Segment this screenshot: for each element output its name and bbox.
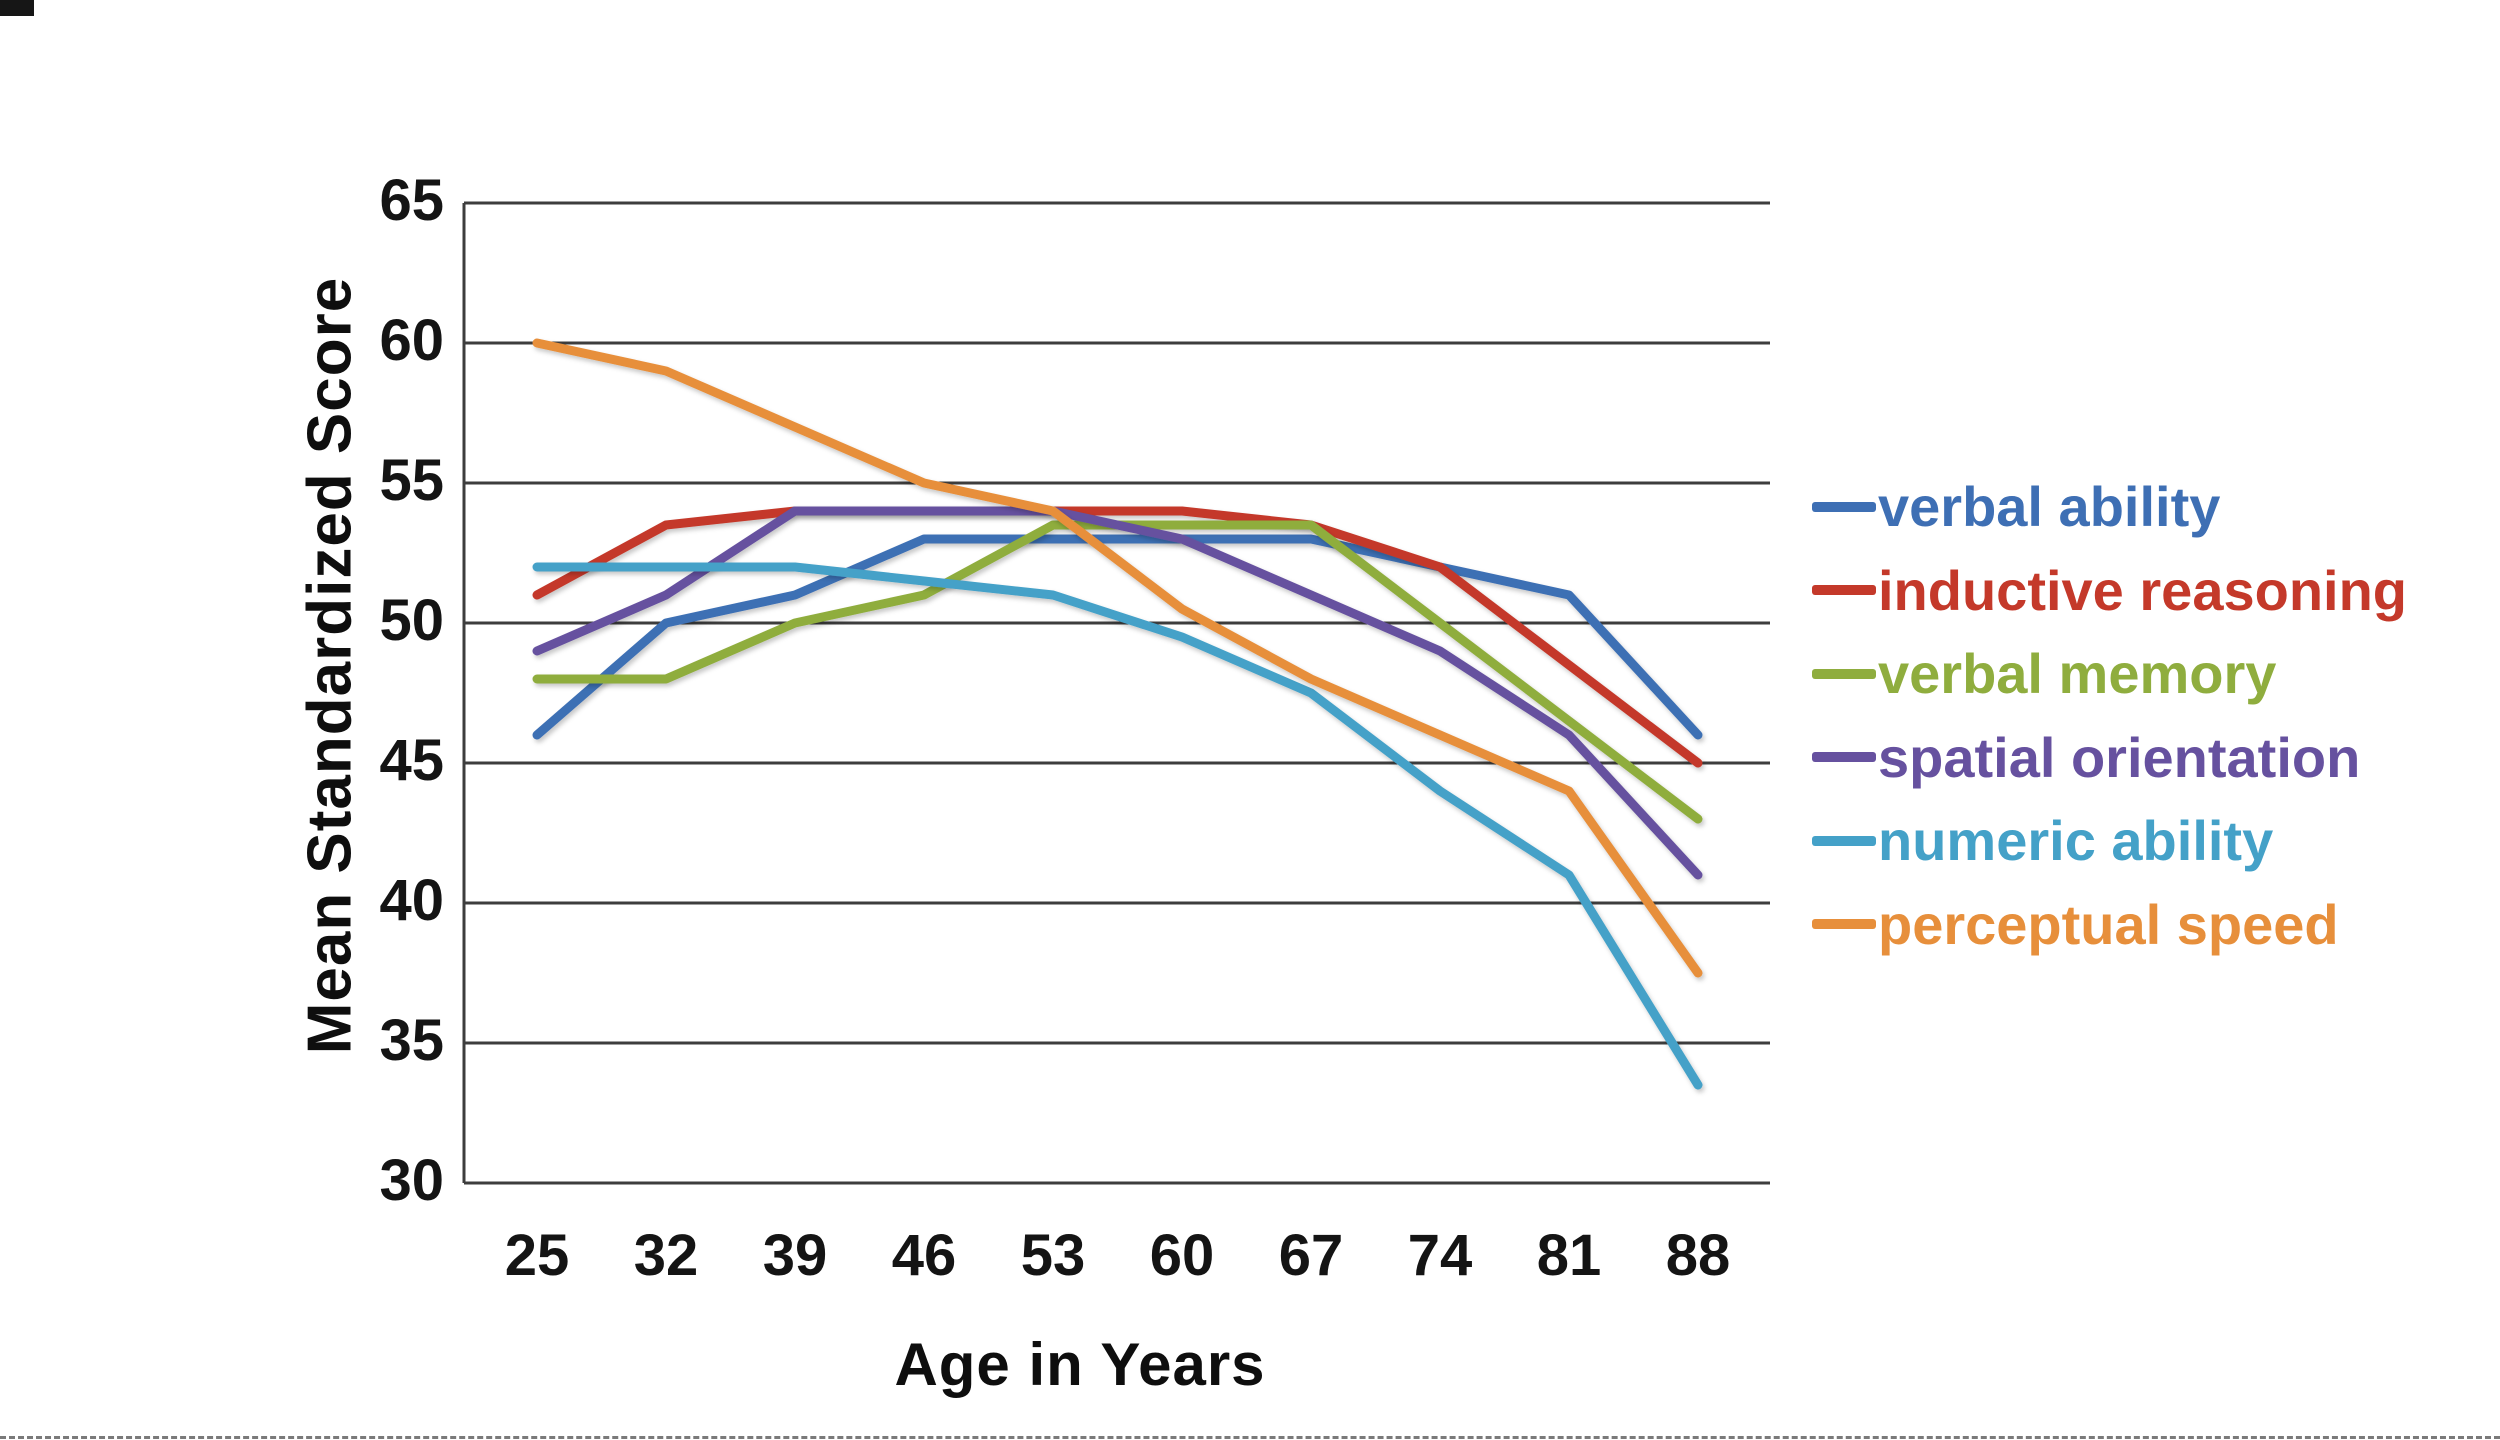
legend-line-swatch [1812,835,1876,846]
x-tick-label: 60 [1149,1223,1215,1288]
series-line-spatial-orientation [532,506,1703,880]
legend-item-verbal-ability: verbal ability [1812,474,2220,539]
x-tick-label: 25 [504,1223,570,1288]
series-line-inductive-reasoning [532,506,1703,768]
x-tick-label: 46 [891,1223,957,1288]
legend-line-swatch [1812,919,1876,929]
legend-label: verbal memory [1878,642,2277,705]
legend-label: perceptual speed [1878,892,2339,956]
legend-item-spatial-orientation: spatial orientation [1812,725,2360,790]
y-tick-label: 30 [379,1148,444,1213]
y-axis-title: Mean Standardized Score [295,276,365,1055]
y-tick-label: 35 [379,1008,444,1073]
x-tick-label: 81 [1536,1223,1602,1288]
x-tick-label: 67 [1278,1223,1344,1288]
series-line-verbal-ability [532,534,1703,740]
series-line-numeric-ability [532,562,1703,1090]
series-line-perceptual-speed [532,338,1703,978]
x-tick-label: 88 [1665,1223,1731,1288]
legend-item-inductive-reasoning: inductive reasoning [1812,558,2407,623]
legend-label: numeric ability [1878,809,2274,872]
bottom-border-artifact [0,1436,2500,1439]
y-tick-label: 65 [379,168,444,233]
legend-label: verbal ability [1878,475,2221,538]
legend-line-swatch [1812,752,1876,762]
legend-item-numeric-ability: numeric ability [1812,808,2273,873]
y-tick-label: 60 [379,308,444,373]
legend-label: spatial orientation [1878,725,2361,789]
x-tick-label: 32 [633,1223,699,1288]
legend-label: inductive reasoning [1878,558,2407,622]
x-axis-title: Age in Years [894,1331,1266,1398]
legend-item-verbal-memory: verbal memory [1812,641,2276,706]
x-tick-label: 74 [1407,1223,1473,1288]
y-tick-label: 55 [379,448,444,513]
x-tick-label: 39 [762,1223,828,1288]
corner-artifact [0,0,34,16]
x-tick-label: 53 [1020,1223,1086,1288]
legend-line-swatch [1812,501,1876,512]
y-tick-label: 40 [379,868,444,933]
legend-item-perceptual-speed: perceptual speed [1812,892,2339,957]
legend-line-swatch [1812,585,1876,595]
y-tick-label: 50 [379,588,444,653]
y-tick-label: 45 [379,728,444,793]
legend-line-swatch [1812,668,1876,679]
